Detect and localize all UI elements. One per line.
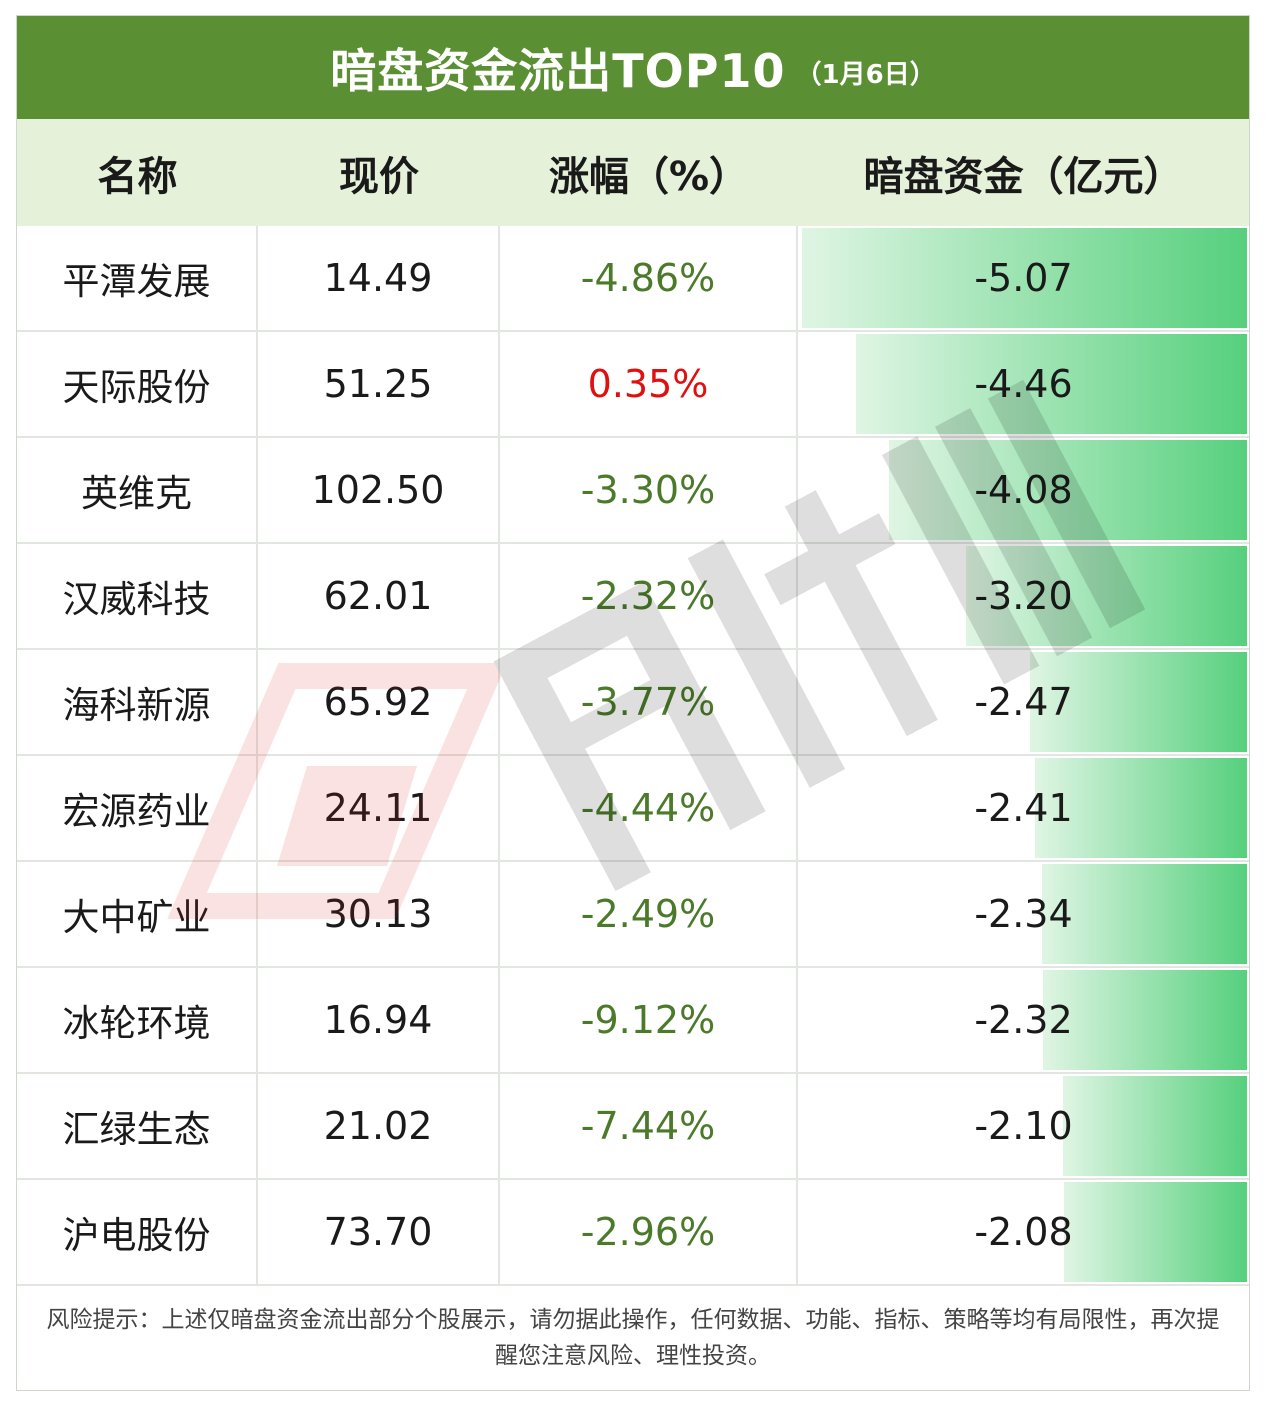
fund-value: -4.46 xyxy=(974,362,1073,406)
stock-change: -3.30% xyxy=(500,438,798,542)
stock-change: -2.49% xyxy=(500,862,798,966)
stock-price: 102.50 xyxy=(258,438,500,542)
fund-value: -2.32 xyxy=(974,998,1073,1042)
header-change: 涨幅（%） xyxy=(548,153,750,200)
page-title: 暗盘资金流出TOP10 xyxy=(330,43,786,98)
risk-disclaimer: 风险提示：上述仅暗盘资金流出部分个股展示，请勿据此操作，任何数据、功能、指标、策… xyxy=(46,1307,1220,1369)
title-date: （1月6日） xyxy=(795,60,936,90)
header-name: 名称 xyxy=(97,153,178,200)
fund-value: -4.08 xyxy=(974,468,1073,512)
stock-name: 宏源药业 xyxy=(17,756,258,860)
header-price: 现价 xyxy=(339,153,419,200)
fund-value: -5.07 xyxy=(974,256,1073,300)
fund-bar xyxy=(966,546,1247,646)
fund-value: -3.20 xyxy=(974,574,1073,618)
header-fund: 暗盘资金（亿元） xyxy=(863,153,1184,200)
fund-bar xyxy=(1035,758,1247,858)
stock-change: -2.32% xyxy=(500,544,798,648)
stock-change: -4.44% xyxy=(500,756,798,860)
fund-value: -2.10 xyxy=(974,1104,1073,1148)
table-body: 平潭发展 14.49 -4.86% -5.07 天际股份 51.25 0.35% -4.46 英… xyxy=(17,226,1249,1286)
stock-price: 16.94 xyxy=(258,968,500,1072)
fund-cell: -5.07 xyxy=(798,226,1249,330)
fund-bar xyxy=(1063,1076,1247,1176)
fund-bar xyxy=(1064,1182,1247,1282)
stock-price: 73.70 xyxy=(258,1180,500,1284)
fund-bar xyxy=(1042,864,1247,964)
fund-cell: -2.10 xyxy=(798,1074,1249,1178)
fund-cell: -4.08 xyxy=(798,438,1249,542)
stock-name: 冰轮环境 xyxy=(17,968,258,1072)
fund-value: -2.34 xyxy=(974,892,1073,936)
table-row: 英维克 102.50 -3.30% -4.08 xyxy=(17,438,1249,544)
fund-bar xyxy=(1030,652,1247,752)
fund-bar xyxy=(802,228,1247,328)
table-row: 平潭发展 14.49 -4.86% -5.07 xyxy=(17,226,1249,332)
title-bar: 暗盘资金流出TOP10 （1月6日） xyxy=(17,16,1249,119)
stock-change: 0.35% xyxy=(500,332,798,436)
table-row: 汉威科技 62.01 -2.32% -3.20 xyxy=(17,544,1249,650)
table-header: 名称 现价 涨幅（%） 暗盘资金（亿元） xyxy=(17,119,1249,226)
fund-bar xyxy=(889,440,1247,540)
stock-name: 天际股份 xyxy=(17,332,258,436)
stock-name: 海科新源 xyxy=(17,650,258,754)
stock-name: 汇绿生态 xyxy=(17,1074,258,1178)
table-card: 暗盘资金流出TOP10 （1月6日） 名称 现价 涨幅（%） 暗盘资金（亿元） … xyxy=(16,15,1250,1391)
table-row: 冰轮环境 16.94 -9.12% -2.32 xyxy=(17,968,1249,1074)
table-row: 大中矿业 30.13 -2.49% -2.34 xyxy=(17,862,1249,968)
fund-cell: -2.41 xyxy=(798,756,1249,860)
stock-price: 21.02 xyxy=(258,1074,500,1178)
stock-price: 24.11 xyxy=(258,756,500,860)
fund-value: -2.08 xyxy=(974,1210,1073,1254)
fund-bar xyxy=(856,334,1247,434)
fund-cell: -2.34 xyxy=(798,862,1249,966)
stock-change: -3.77% xyxy=(500,650,798,754)
stock-price: 51.25 xyxy=(258,332,500,436)
stock-change: -4.86% xyxy=(500,226,798,330)
fund-cell: -2.32 xyxy=(798,968,1249,1072)
stock-name: 沪电股份 xyxy=(17,1180,258,1284)
table-row: 宏源药业 24.11 -4.44% -2.41 xyxy=(17,756,1249,862)
fund-cell: -3.20 xyxy=(798,544,1249,648)
fund-cell: -2.47 xyxy=(798,650,1249,754)
stock-name: 汉威科技 xyxy=(17,544,258,648)
stock-change: -9.12% xyxy=(500,968,798,1072)
stock-name: 英维克 xyxy=(17,438,258,542)
table-row: 沪电股份 73.70 -2.96% -2.08 xyxy=(17,1180,1249,1286)
table-row: 海科新源 65.92 -3.77% -2.47 xyxy=(17,650,1249,756)
stock-price: 65.92 xyxy=(258,650,500,754)
fund-value: -2.41 xyxy=(974,786,1073,830)
stock-price: 14.49 xyxy=(258,226,500,330)
fund-cell: -4.46 xyxy=(798,332,1249,436)
fund-value: -2.47 xyxy=(974,680,1073,724)
stock-change: -7.44% xyxy=(500,1074,798,1178)
stock-price: 62.01 xyxy=(258,544,500,648)
fund-bar xyxy=(1043,970,1247,1070)
fund-cell: -2.08 xyxy=(798,1180,1249,1284)
stock-price: 30.13 xyxy=(258,862,500,966)
table-row: 天际股份 51.25 0.35% -4.46 xyxy=(17,332,1249,438)
stock-name: 平潭发展 xyxy=(17,226,258,330)
stock-change: -2.96% xyxy=(500,1180,798,1284)
table-row: 汇绿生态 21.02 -7.44% -2.10 xyxy=(17,1074,1249,1180)
stock-name: 大中矿业 xyxy=(17,862,258,966)
